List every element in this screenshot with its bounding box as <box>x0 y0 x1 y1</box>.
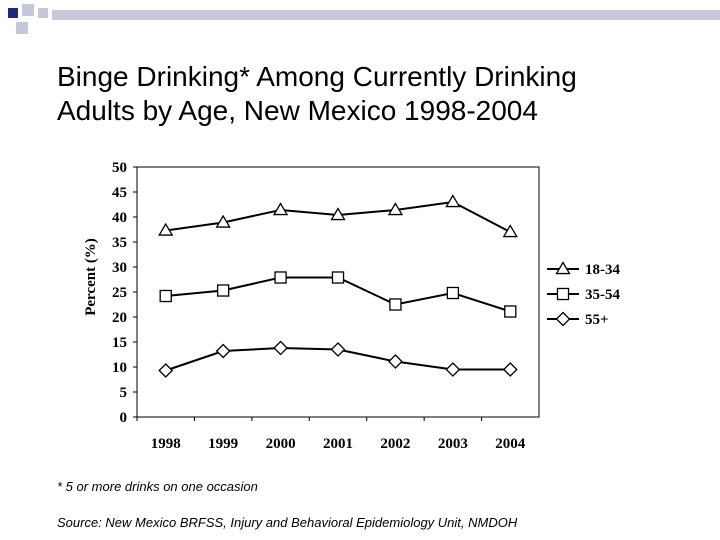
data-point-18-34 <box>502 224 518 238</box>
decor-square <box>38 8 48 18</box>
x-tick-label: 2003 <box>438 436 468 452</box>
y-tick-label: 35 <box>112 235 127 251</box>
y-tick-label: 50 <box>112 160 127 176</box>
y-tick-label: 30 <box>112 260 127 276</box>
slide-title: Binge Drinking* Among Currently Drinking… <box>57 60 697 128</box>
data-point-55 <box>445 362 461 377</box>
data-point-55 <box>215 343 231 359</box>
data-point-55 <box>158 363 174 378</box>
data-point-35-54 <box>159 289 172 303</box>
decor-bar <box>52 10 720 20</box>
y-tick-label: 0 <box>120 410 128 426</box>
y-tick-label: 10 <box>112 360 127 376</box>
title-line-2: Adults by Age, New Mexico 1998-2004 <box>57 95 538 126</box>
x-tick-label: 2002 <box>380 436 410 452</box>
data-point-55 <box>388 354 403 369</box>
data-point-18-34 <box>445 194 461 208</box>
y-axis-label: Percent (%) <box>83 238 99 316</box>
y-tick-label: 15 <box>112 335 127 351</box>
legend-label: 35-54 <box>585 287 620 303</box>
y-tick-label: 25 <box>112 285 127 301</box>
y-tick-label: 5 <box>120 385 128 401</box>
y-tick-label: 45 <box>112 185 127 201</box>
x-tick-label: 2001 <box>323 436 353 452</box>
footnote: * 5 or more drinks on one occasion <box>57 479 258 494</box>
data-point-35-54 <box>216 284 230 297</box>
y-tick-label: 20 <box>112 310 127 326</box>
legend-label: 55+ <box>585 312 609 328</box>
data-point-55 <box>502 362 518 377</box>
decor-square <box>8 8 18 18</box>
title-line-1: Binge Drinking* Among Currently Drinking <box>57 61 577 92</box>
decor-square <box>16 22 28 34</box>
x-tick-label: 2004 <box>495 436 526 452</box>
data-point-35-54 <box>504 305 517 318</box>
x-tick-label: 1999 <box>208 436 238 452</box>
decor-square <box>22 4 34 16</box>
data-point-35-54 <box>446 286 460 300</box>
data-point-18-34 <box>330 207 346 221</box>
legend-marker <box>555 311 571 327</box>
data-point-35-54 <box>274 271 287 284</box>
data-point-18-34 <box>215 214 231 228</box>
data-point-55 <box>273 340 288 356</box>
x-tick-label: 1998 <box>151 436 181 452</box>
legend-marker <box>555 261 571 275</box>
data-point-55 <box>330 342 346 357</box>
y-tick-label: 40 <box>112 210 127 226</box>
x-tick-label: 2000 <box>266 436 296 452</box>
legend-label: 18-34 <box>585 262 620 278</box>
data-point-18-34 <box>272 202 289 216</box>
data-point-18-34 <box>387 202 404 216</box>
slide-corner-decoration <box>8 4 720 34</box>
source-note: Source: New Mexico BRFSS, Injury and Beh… <box>57 515 518 530</box>
data-point-35-54 <box>331 271 345 284</box>
line-chart: 0 5 10 15 20 25 30 35 40 45 50 1998 1999 2000 2001 2002… <box>83 160 643 452</box>
data-point-18-34 <box>158 222 174 236</box>
legend-marker <box>556 287 570 301</box>
data-point-35-54 <box>389 298 402 311</box>
